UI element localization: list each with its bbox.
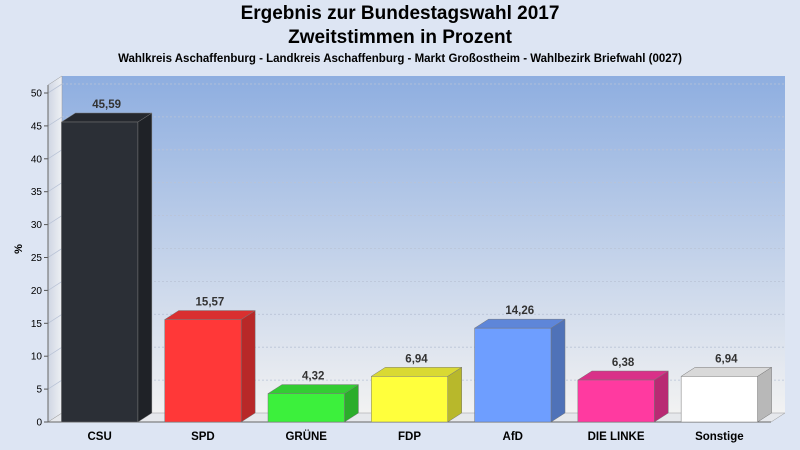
- chart-caption: Wahlkreis Aschaffenburg - Landkreis Asch…: [118, 53, 682, 65]
- data-label: 45,59: [92, 99, 121, 111]
- bar-front: [371, 376, 448, 423]
- y-tick-label: 15: [31, 319, 43, 330]
- y-tick-label: 5: [36, 385, 42, 396]
- x-tick-label: SPD: [191, 431, 215, 443]
- y-tick-label: 50: [31, 89, 43, 100]
- x-tick-label: CSU: [88, 431, 112, 443]
- bar-top: [267, 384, 360, 394]
- bar-top: [163, 310, 256, 320]
- gridline-side: [47, 182, 63, 193]
- y-tick-label: 40: [31, 154, 43, 165]
- gridline-side: [47, 248, 63, 258]
- bar-top: [473, 318, 566, 329]
- bar-side: [550, 318, 566, 423]
- bar-front: [164, 319, 242, 423]
- x-tick-label: Sonstige: [695, 431, 744, 443]
- bar-front: [474, 327, 552, 423]
- gridline-side: [47, 149, 63, 160]
- bar-front: [577, 379, 655, 423]
- bar-front: [61, 121, 139, 423]
- y-tick-label: 25: [31, 253, 43, 264]
- bar-die-linke: [577, 370, 670, 423]
- bar-spd: [163, 310, 256, 423]
- gridline-side: [47, 313, 63, 324]
- bar-afd: [473, 318, 566, 423]
- data-label: 14,26: [505, 305, 534, 317]
- bar-side: [240, 310, 256, 423]
- y-tick-label: 0: [36, 418, 42, 429]
- y-axis-label: %: [13, 244, 25, 254]
- plot-side-wall: [47, 75, 63, 423]
- data-label: 6,38: [612, 357, 635, 369]
- bar-front: [267, 393, 345, 423]
- data-label: 4,32: [302, 371, 324, 383]
- data-label: 15,57: [196, 297, 225, 309]
- chart-title: Ergebnis zur Bundestagswahl 2017: [240, 3, 560, 24]
- bar-top: [60, 112, 153, 123]
- bar-side: [137, 112, 153, 423]
- bar-grüne: [267, 384, 360, 423]
- x-tick-label: GRÜNE: [285, 430, 327, 443]
- data-label: 6,94: [405, 353, 428, 365]
- x-tick-label: FDP: [398, 431, 421, 443]
- x-tick-label: AfD: [503, 431, 523, 443]
- bar-front: [680, 376, 758, 423]
- gridline-side: [47, 83, 63, 94]
- gridline-side: [47, 116, 63, 127]
- x-tick-label: DIE LINKE: [588, 431, 645, 443]
- gridline-side: [47, 281, 63, 291]
- bar-csu: [60, 112, 153, 423]
- y-tick-label: 10: [31, 352, 43, 363]
- gridline-side: [47, 379, 63, 390]
- bar-top: [680, 367, 773, 377]
- bar-top: [577, 370, 670, 381]
- y-tick-label: 45: [31, 121, 43, 132]
- bar-sonstige: [680, 366, 773, 423]
- y-tick-label: 30: [31, 220, 43, 231]
- bar-fdp: [370, 366, 463, 423]
- bar-top: [370, 367, 463, 377]
- gridline-side: [47, 215, 63, 225]
- bar-side: [757, 366, 772, 423]
- data-label: 6,94: [715, 353, 738, 365]
- chart-subtitle: Zweitstimmen in Prozent: [288, 27, 512, 48]
- gridline-side: [47, 346, 63, 357]
- bar-side: [447, 366, 462, 423]
- y-tick-label: 20: [31, 286, 43, 297]
- y-tick-label: 35: [31, 187, 43, 198]
